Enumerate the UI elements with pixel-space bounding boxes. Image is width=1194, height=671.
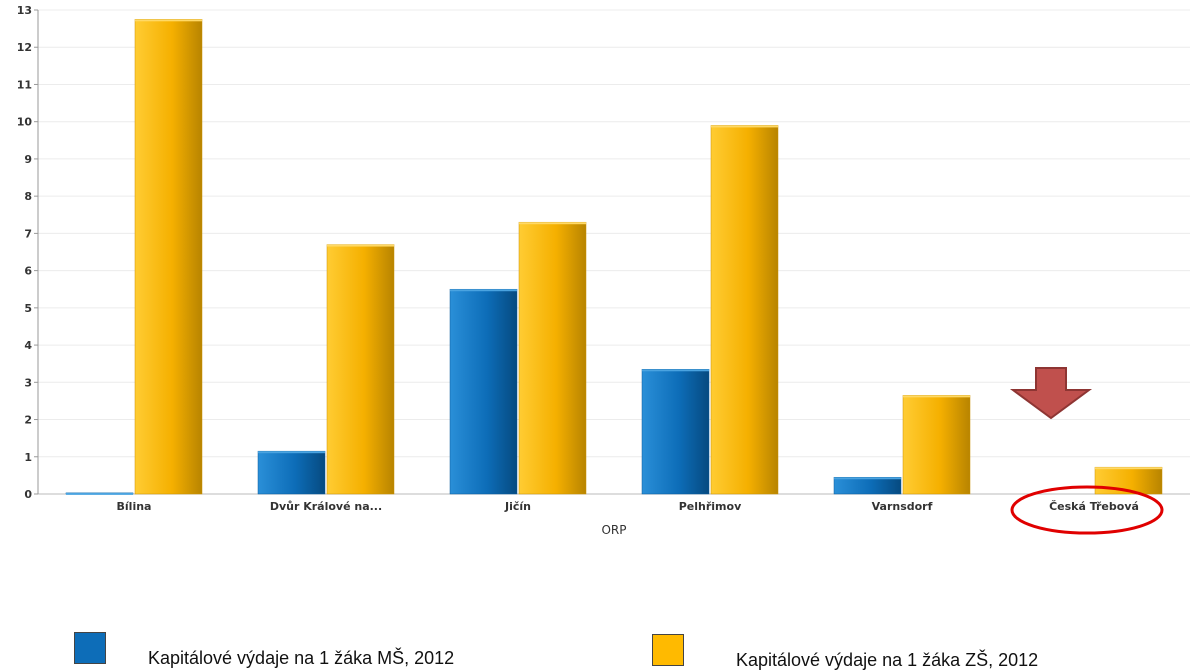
- y-tick-label: 11: [17, 78, 32, 91]
- bar-zs: [326, 244, 395, 495]
- bar-ms: [641, 369, 710, 495]
- x-tick-label: Dvůr Králové na...: [270, 500, 382, 513]
- bar-top-highlight: [642, 369, 709, 372]
- annotations: [1009, 367, 1164, 535]
- bar-top-highlight: [327, 244, 394, 247]
- bar-top-highlight: [450, 289, 517, 292]
- x-tick-label: Pelhřimov: [679, 500, 742, 513]
- legend-swatch-ms: [74, 632, 106, 664]
- x-axis-title: ORP: [601, 523, 626, 537]
- bar-top-highlight: [834, 477, 901, 480]
- bar-ms: [257, 450, 326, 495]
- bar-zs: [518, 221, 587, 495]
- bar-zs: [902, 395, 971, 495]
- y-tick-label: 2: [24, 414, 32, 427]
- legend-label-zs: Kapitálové výdaje na 1 žáka ZŠ, 2012: [736, 650, 1039, 670]
- y-tick-label: 9: [24, 153, 32, 166]
- legend-label-ms: Kapitálové výdaje na 1 žáka MŠ, 2012: [148, 648, 455, 668]
- bar-zs: [134, 19, 203, 495]
- x-tick-label: Varnsdorf: [872, 500, 933, 513]
- y-tick-label: 12: [17, 41, 32, 54]
- y-tick-label: 3: [24, 376, 32, 389]
- y-tick-label: 13: [17, 4, 32, 17]
- bars: [65, 19, 1163, 495]
- y-tick-label: 10: [17, 116, 33, 129]
- legend-swatch-zs: [652, 634, 684, 666]
- x-tick-label: Jičín: [504, 500, 531, 513]
- bar-top-highlight: [711, 125, 778, 128]
- y-tick-label: 5: [24, 302, 32, 315]
- bar-top-highlight: [66, 492, 133, 495]
- bar-top-highlight: [135, 19, 202, 22]
- bar-zs: [710, 125, 779, 495]
- down-arrow-icon: [1009, 367, 1093, 420]
- x-tick-label: Česká Třebová: [1049, 500, 1139, 513]
- x-tick-label: Bílina: [117, 500, 152, 513]
- y-tick-label: 7: [24, 227, 32, 240]
- bar-ms: [449, 288, 518, 495]
- y-tick-label: 1: [24, 451, 32, 464]
- y-tick-label: 0: [24, 488, 32, 501]
- highlight-ellipse: [1010, 485, 1164, 535]
- bar-top-highlight: [519, 222, 586, 225]
- y-tick-label: 8: [24, 190, 32, 203]
- bar-top-highlight: [903, 395, 970, 398]
- bar-top-highlight: [1095, 467, 1162, 470]
- x-axis: Bílina Dvůr Králové na... Jičín Pelhřimov Va…: [117, 500, 1139, 513]
- bar-ms: [833, 476, 902, 495]
- gridlines: [38, 9, 1190, 495]
- bar-top-highlight: [258, 451, 325, 454]
- y-tick-label: 6: [24, 265, 32, 278]
- y-tick-label: 4: [24, 339, 32, 352]
